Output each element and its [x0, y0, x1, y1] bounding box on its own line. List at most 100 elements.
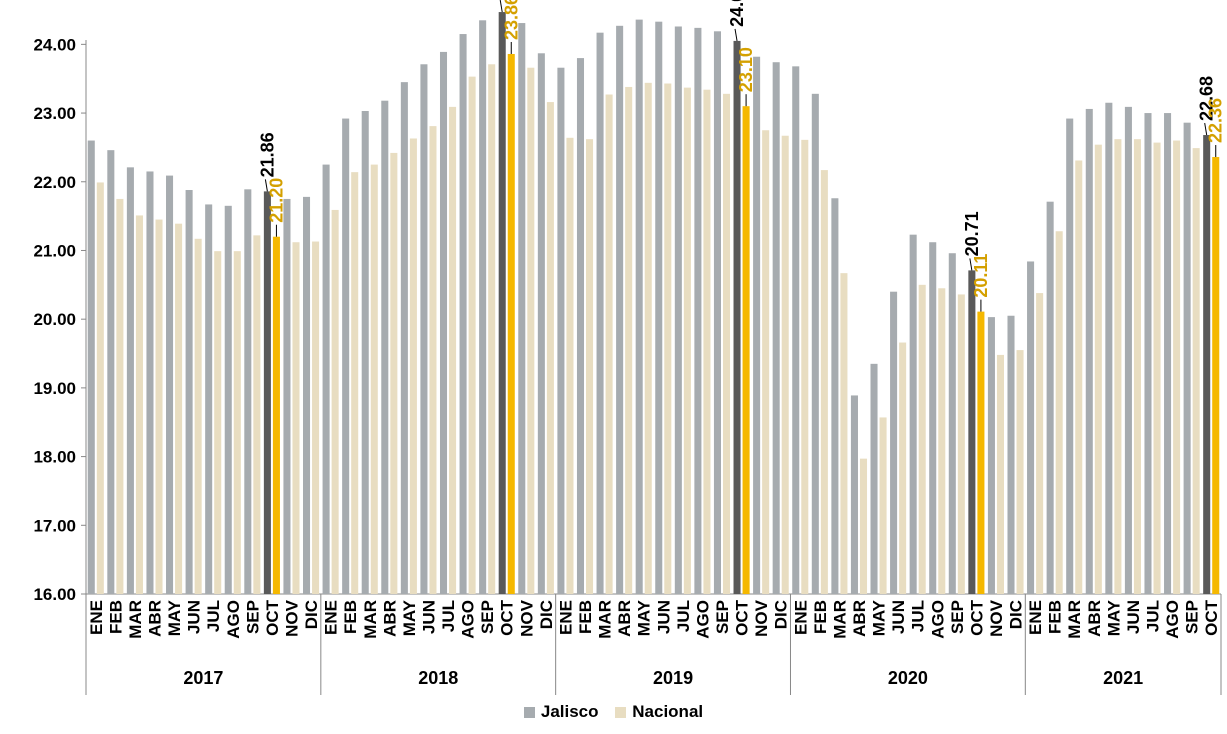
x-month-label: JUL — [439, 600, 458, 632]
bar-jalisco — [713, 31, 721, 594]
bar-nacional — [605, 94, 613, 594]
bar-jalisco — [987, 317, 995, 594]
legend-label-jalisco: Jalisco — [540, 702, 599, 721]
bar-nacional — [449, 106, 457, 594]
bar-nacional — [625, 86, 633, 594]
bar-nacional — [546, 102, 554, 594]
bar-jalisco — [1124, 106, 1132, 594]
x-month-label: JUN — [654, 600, 673, 634]
y-tick-label: 17.00 — [33, 516, 76, 535]
x-month-label: MAR — [830, 600, 849, 639]
bar-jalisco — [302, 196, 311, 594]
data-label-nacional: 23.10 — [736, 47, 756, 92]
bar-nacional — [468, 76, 476, 594]
data-label-nacional: 20.11 — [971, 254, 991, 298]
x-month-label: MAY — [635, 599, 654, 636]
bar-jalisco — [831, 198, 839, 594]
bar-nacional — [859, 458, 868, 594]
data-label-leader — [264, 179, 268, 192]
x-month-label: SEP — [948, 600, 967, 634]
bar-jalisco — [361, 110, 369, 594]
bar-nacional — [429, 126, 437, 594]
data-label-jalisco: 24.05 — [727, 0, 747, 27]
x-month-label: SEP — [478, 600, 497, 634]
bar-nacional — [194, 238, 202, 594]
bar-nacional — [781, 135, 789, 595]
x-month-label: NOV — [987, 599, 1006, 637]
bar-nacional — [899, 342, 907, 594]
bar-jalisco — [283, 198, 291, 595]
bar-jalisco — [929, 242, 937, 594]
bar-nacional — [683, 87, 691, 595]
data-label-nacional: 21.20 — [266, 178, 286, 223]
bar-jalisco — [890, 291, 898, 594]
y-tick-label: 19.00 — [33, 379, 76, 398]
x-month-label: NOV — [517, 599, 536, 637]
bar-nacional — [1016, 350, 1024, 594]
bar-jalisco — [733, 40, 741, 594]
x-month-label: SEP — [1183, 600, 1202, 634]
legend-swatch-jalisco — [523, 706, 535, 718]
bar-nacional — [801, 139, 809, 594]
bar-jalisco — [205, 204, 213, 594]
bar-jalisco — [870, 363, 878, 594]
bar-nacional — [1212, 157, 1220, 595]
bar-nacional — [253, 235, 261, 595]
x-month-label: JUN — [889, 600, 908, 634]
bar-nacional — [820, 170, 828, 594]
bar-nacional — [390, 152, 398, 594]
x-month-label: ENE — [87, 600, 106, 635]
bar-jalisco — [1164, 113, 1172, 594]
bar-jalisco — [850, 395, 858, 594]
x-month-label: NOV — [282, 599, 301, 637]
bar-jalisco — [576, 58, 585, 594]
bar-jalisco — [655, 21, 663, 595]
bar-nacional — [272, 236, 280, 594]
x-month-label: FEB — [1046, 600, 1065, 634]
x-month-label: ENE — [1026, 600, 1045, 635]
x-month-label: MAR — [596, 600, 615, 639]
bar-nacional — [135, 215, 143, 594]
x-month-label: ENE — [556, 600, 575, 635]
x-month-label: OCT — [1202, 599, 1221, 636]
bar-nacional — [488, 64, 496, 594]
bar-jalisco — [87, 140, 95, 594]
bar-nacional — [664, 83, 672, 595]
bar-jalisco — [322, 164, 330, 594]
x-month-label: NOV — [752, 599, 771, 637]
legend-label-nacional: Nacional — [632, 702, 704, 721]
bar-nacional — [1094, 144, 1102, 595]
bar-jalisco — [1085, 108, 1093, 595]
bar-jalisco — [459, 34, 467, 594]
bar-nacional — [703, 89, 711, 594]
bar-jalisco — [185, 190, 193, 595]
bar-jalisco — [1066, 118, 1074, 594]
x-month-label: MAY — [870, 599, 889, 636]
x-year-label: 2021 — [1103, 668, 1143, 688]
legend-item-jalisco: Jalisco — [523, 702, 599, 722]
bar-nacional — [312, 241, 320, 594]
x-month-label: SEP — [713, 600, 732, 634]
x-month-label: ENE — [322, 600, 341, 635]
bar-jalisco — [1105, 102, 1113, 595]
x-month-label: JUL — [909, 600, 928, 632]
data-label-jalisco: 20.71 — [962, 211, 982, 256]
bar-nacional — [722, 93, 731, 595]
x-month-label: JUN — [419, 600, 438, 634]
x-year-label: 2017 — [183, 668, 223, 688]
bar-nacional — [1036, 293, 1044, 594]
x-month-label: ABR — [615, 600, 634, 637]
bar-nacional — [840, 273, 848, 594]
x-year-label: 2019 — [653, 668, 693, 688]
y-tick-label: 21.00 — [33, 241, 76, 260]
x-month-label: JUL — [1144, 600, 1163, 632]
bar-jalisco — [772, 62, 780, 594]
bar-jalisco — [1027, 261, 1035, 594]
y-tick-label: 20.00 — [33, 310, 76, 329]
bar-nacional — [1173, 140, 1181, 594]
x-month-label: JUN — [185, 600, 204, 634]
x-year-label: 2018 — [418, 668, 458, 688]
bar-jalisco — [909, 234, 917, 595]
